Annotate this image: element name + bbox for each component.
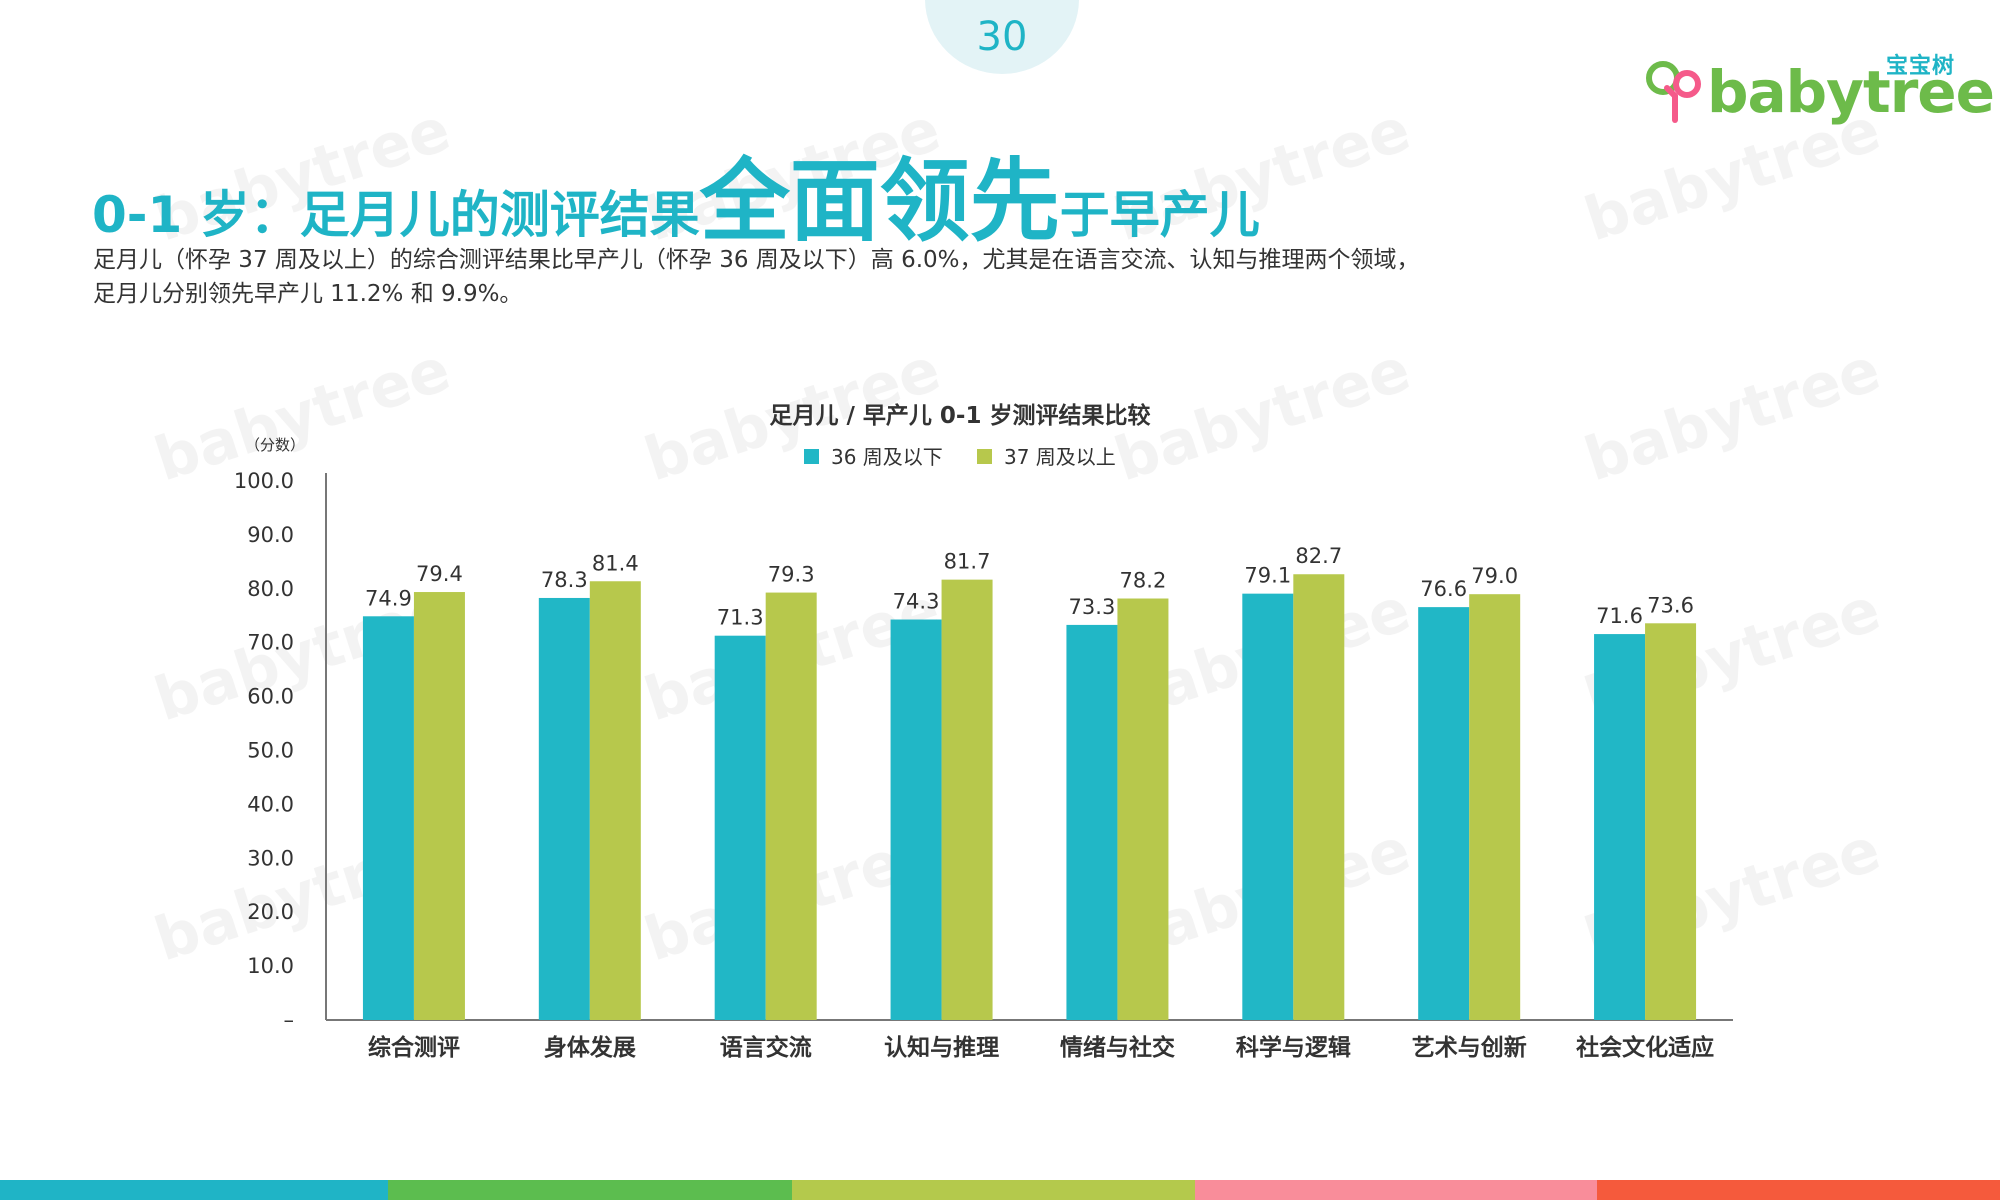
legend-label: 37 周及以上 [1004,445,1116,469]
y-tick-label: 90.0 [247,523,294,547]
bottom-color-bar [0,1180,2000,1200]
y-tick-label: 40.0 [247,792,294,816]
data-label: 81.7 [944,550,991,574]
x-tick-label: 语言交流 [720,1034,812,1061]
title-part-1: 0-1 岁：足月儿的测评结果 [92,186,700,244]
watermark: babytree [147,335,459,496]
bar-fullterm [1469,594,1521,1020]
data-label: 81.4 [592,551,639,575]
watermark: babytree [1577,815,1889,976]
watermark: babytree [1577,335,1889,496]
y-tick-label: 10.0 [247,954,294,978]
legend-swatch [977,449,992,464]
x-tick-label: 社会文化适应 [1576,1034,1714,1061]
title-highlight: 全面领先 [699,149,1060,254]
page-title: 0-1 岁：足月儿的测评结果全面领先于早产儿 [92,128,1260,258]
watermark: babytree [147,815,459,976]
bar-preterm [538,597,590,1020]
bar-preterm [1418,607,1470,1020]
data-label: 71.3 [717,606,764,630]
bar-fullterm [941,579,993,1020]
watermark: babytree [637,815,949,976]
page-number: 30 [976,14,1028,60]
y-tick-label: 80.0 [247,577,294,601]
legend-swatch [804,449,819,464]
data-label: 71.6 [1596,604,1643,628]
data-label: 78.3 [541,568,588,592]
x-tick-label: 认知与推理 [884,1034,999,1061]
data-label: 79.1 [1244,564,1291,588]
data-label: 79.0 [1471,564,1518,588]
data-label: 79.3 [768,563,815,587]
x-tick-label: 艺术与创新 [1412,1034,1527,1061]
babytree-logo-icon [1646,61,1701,123]
watermark: babytree [147,575,459,736]
x-tick-label: 综合测评 [368,1034,460,1061]
watermark: babytree [637,335,949,496]
data-label: 73.3 [1069,595,1116,619]
watermark: babytree [637,575,949,736]
y-tick-label: 100.0 [234,469,294,493]
bottom-bar-segment [1597,1180,2000,1200]
bottom-bar-segment [1195,1180,1597,1200]
y-tick-label: 50.0 [247,739,294,763]
watermark: babytree [1107,335,1419,496]
bar-preterm [1066,624,1118,1020]
x-tick-label: 身体发展 [544,1034,636,1061]
bottom-bar-segment [792,1180,1195,1200]
watermark: babytree [1107,815,1419,976]
bar-fullterm [589,581,641,1020]
description-text: 足月儿（怀孕 37 周及以上）的综合测评结果比早产儿（怀孕 36 周及以下）高 … [93,247,1420,307]
y-tick-label: – [284,1008,295,1032]
bottom-bar-segment [0,1180,388,1200]
legend-label: 36 周及以下 [831,445,943,469]
watermark: babytree [1107,575,1419,736]
data-label: 78.2 [1120,569,1167,593]
bar-preterm [362,616,414,1020]
bottom-bar-segment [388,1180,792,1200]
logo-text-en: babytree [1707,58,1995,126]
logo-text-cn: 宝宝树 [1885,54,1955,79]
data-label: 82.7 [1295,544,1342,568]
data-label: 76.6 [1420,577,1467,601]
brand-logo: 宝宝树 babytree [1645,48,1995,128]
title-part-3: 于早产儿 [1059,186,1260,244]
x-tick-label: 科学与逻辑 [1236,1034,1351,1061]
bar-fullterm [413,592,465,1020]
data-label: 73.6 [1647,593,1694,617]
watermark: babytree [1577,575,1889,736]
x-tick-label: 情绪与社交 [1060,1034,1175,1061]
